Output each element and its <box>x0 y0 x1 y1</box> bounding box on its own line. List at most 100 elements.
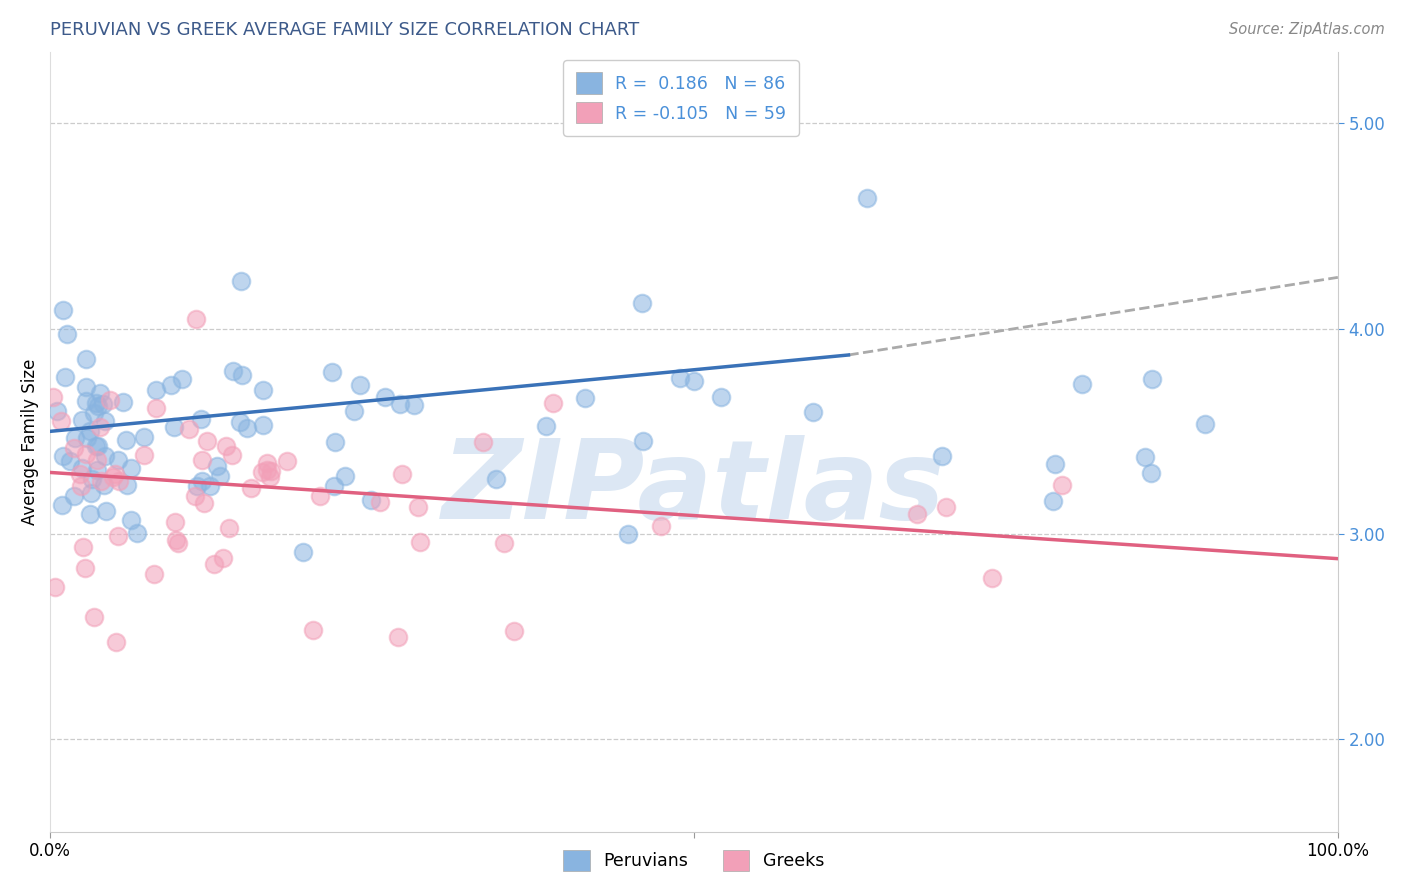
Point <box>58 454 80 468</box>
Point <box>87 399 110 413</box>
Point <box>215 440 238 454</box>
Point <box>803 405 825 419</box>
Point <box>260 464 283 478</box>
Point <box>309 489 332 503</box>
Point <box>391 467 413 482</box>
Point <box>104 467 127 481</box>
Point <box>231 274 253 288</box>
Point <box>51 498 73 512</box>
Point <box>46 403 69 417</box>
Point <box>93 414 115 428</box>
Point <box>70 461 93 475</box>
Point <box>368 495 391 509</box>
Point <box>160 377 183 392</box>
Point <box>89 420 111 434</box>
Point <box>221 448 243 462</box>
Point <box>52 449 75 463</box>
Point <box>252 383 274 397</box>
Point <box>905 507 928 521</box>
Point <box>69 467 91 481</box>
Text: ZIPatlas: ZIPatlas <box>441 435 946 542</box>
Point <box>1140 372 1163 386</box>
Point <box>1133 450 1156 465</box>
Point <box>49 415 72 429</box>
Point <box>935 500 957 515</box>
Point <box>165 515 187 529</box>
Point <box>981 571 1004 585</box>
Point <box>120 461 142 475</box>
Point <box>80 472 103 486</box>
Point <box>541 395 564 409</box>
Point <box>485 472 508 486</box>
Point <box>42 391 65 405</box>
Point <box>252 465 274 479</box>
Point <box>143 566 166 581</box>
Point <box>91 397 114 411</box>
Point <box>145 401 167 415</box>
Point <box>231 368 253 383</box>
Point <box>107 453 129 467</box>
Point <box>256 463 278 477</box>
Point <box>79 425 101 439</box>
Point <box>65 431 87 445</box>
Point <box>409 534 432 549</box>
Point <box>931 449 953 463</box>
Point <box>222 364 245 378</box>
Point <box>193 496 215 510</box>
Point <box>616 527 638 541</box>
Point <box>132 430 155 444</box>
Point <box>212 550 235 565</box>
Point <box>668 370 690 384</box>
Point <box>89 385 111 400</box>
Point <box>145 384 167 398</box>
Point <box>76 432 98 446</box>
Point <box>94 449 117 463</box>
Point <box>342 403 364 417</box>
Point <box>44 580 66 594</box>
Point <box>205 458 228 473</box>
Point <box>191 453 214 467</box>
Point <box>683 374 706 388</box>
Point <box>710 390 733 404</box>
Point <box>302 623 325 637</box>
Point <box>631 434 654 449</box>
Point <box>373 390 395 404</box>
Point <box>1050 477 1073 491</box>
Point <box>84 439 107 453</box>
Point <box>631 296 654 310</box>
Point <box>86 452 108 467</box>
Point <box>115 478 138 492</box>
Point <box>183 489 205 503</box>
Point <box>574 391 596 405</box>
Point <box>172 372 194 386</box>
Point <box>125 526 148 541</box>
Point <box>69 479 91 493</box>
Point <box>218 521 240 535</box>
Point <box>333 468 356 483</box>
Point <box>62 441 84 455</box>
Point <box>235 420 257 434</box>
Point <box>76 351 98 366</box>
Point <box>229 415 252 429</box>
Point <box>75 447 97 461</box>
Point <box>292 545 315 559</box>
Point <box>96 503 118 517</box>
Point <box>87 439 110 453</box>
Point <box>360 492 382 507</box>
Point <box>252 417 274 432</box>
Point <box>1140 466 1163 480</box>
Point <box>1042 494 1064 508</box>
Point <box>856 191 879 205</box>
Point <box>101 470 124 484</box>
Point <box>120 513 142 527</box>
Point <box>1194 417 1216 431</box>
Point <box>1070 376 1092 391</box>
Point <box>650 519 672 533</box>
Point <box>80 486 103 500</box>
Point <box>115 434 138 448</box>
Point <box>52 302 75 317</box>
Point <box>259 469 281 483</box>
Text: Source: ZipAtlas.com: Source: ZipAtlas.com <box>1229 22 1385 37</box>
Point <box>256 456 278 470</box>
Point <box>86 463 108 477</box>
